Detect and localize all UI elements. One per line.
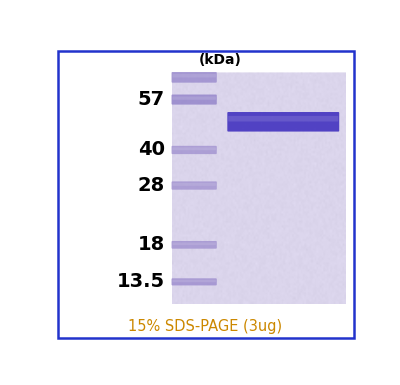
FancyBboxPatch shape bbox=[172, 97, 216, 100]
FancyBboxPatch shape bbox=[228, 116, 338, 122]
FancyBboxPatch shape bbox=[172, 278, 217, 285]
FancyBboxPatch shape bbox=[172, 280, 216, 282]
FancyBboxPatch shape bbox=[172, 181, 217, 190]
FancyBboxPatch shape bbox=[172, 183, 216, 186]
Text: 28: 28 bbox=[138, 176, 165, 195]
Text: 15% SDS-PAGE (3ug): 15% SDS-PAGE (3ug) bbox=[128, 319, 282, 334]
Text: 57: 57 bbox=[138, 90, 165, 109]
FancyBboxPatch shape bbox=[172, 147, 216, 150]
FancyBboxPatch shape bbox=[227, 112, 339, 132]
Bar bbox=[172, 73, 346, 304]
Text: 18: 18 bbox=[138, 235, 165, 254]
FancyBboxPatch shape bbox=[172, 95, 217, 105]
FancyBboxPatch shape bbox=[172, 146, 217, 154]
FancyBboxPatch shape bbox=[172, 72, 217, 83]
FancyBboxPatch shape bbox=[172, 243, 216, 245]
FancyBboxPatch shape bbox=[172, 241, 217, 249]
Text: (kDa): (kDa) bbox=[199, 53, 242, 67]
Text: 40: 40 bbox=[138, 141, 165, 159]
Text: 13.5: 13.5 bbox=[116, 272, 165, 291]
FancyBboxPatch shape bbox=[172, 74, 216, 77]
